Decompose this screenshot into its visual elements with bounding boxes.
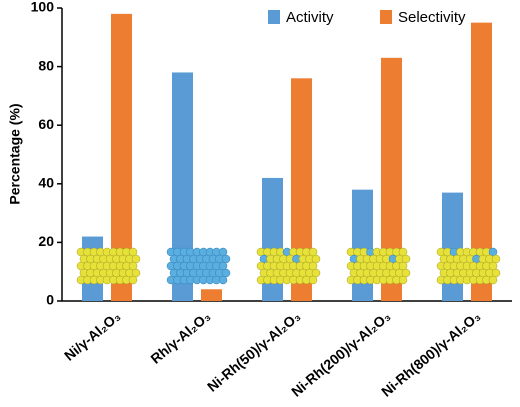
x-tick-label: Ni-Rh(200)/γ-Al₂O₃ [288,308,393,400]
legend-label: Selectivity [398,9,466,26]
x-tick-label: Rh/γ-Al₂O₃ [147,308,213,367]
y-axis-label: Percentage (%) [7,103,23,204]
y-tick-label: 20 [38,233,54,249]
cluster-atom [488,275,498,285]
y-tick-label: 100 [31,0,55,15]
bar [442,192,463,301]
x-tick-label: Ni-Rh(800)/γ-Al₂O₃ [378,308,483,400]
cluster-atom [308,275,318,285]
bar [381,57,402,302]
cluster-atom [128,275,138,285]
bar [201,289,222,301]
legend-label: Activity [286,9,334,26]
y-tick-label: 0 [46,292,54,308]
y-tick-label: 60 [38,116,54,132]
x-tick-label: Ni-Rh(50)/γ-Al₂O₃ [204,308,303,395]
legend-swatch [380,10,392,24]
y-tick-label: 40 [38,175,54,191]
bar [471,22,492,302]
cluster-atom [218,275,228,285]
bar [291,78,312,301]
bar [352,189,373,301]
legend-swatch [268,10,280,24]
cluster-atom [398,275,408,285]
y-tick-label: 80 [38,57,54,73]
bar [111,13,132,302]
x-tick-label: Ni/γ-Al₂O₃ [61,308,123,364]
bar [172,72,193,302]
